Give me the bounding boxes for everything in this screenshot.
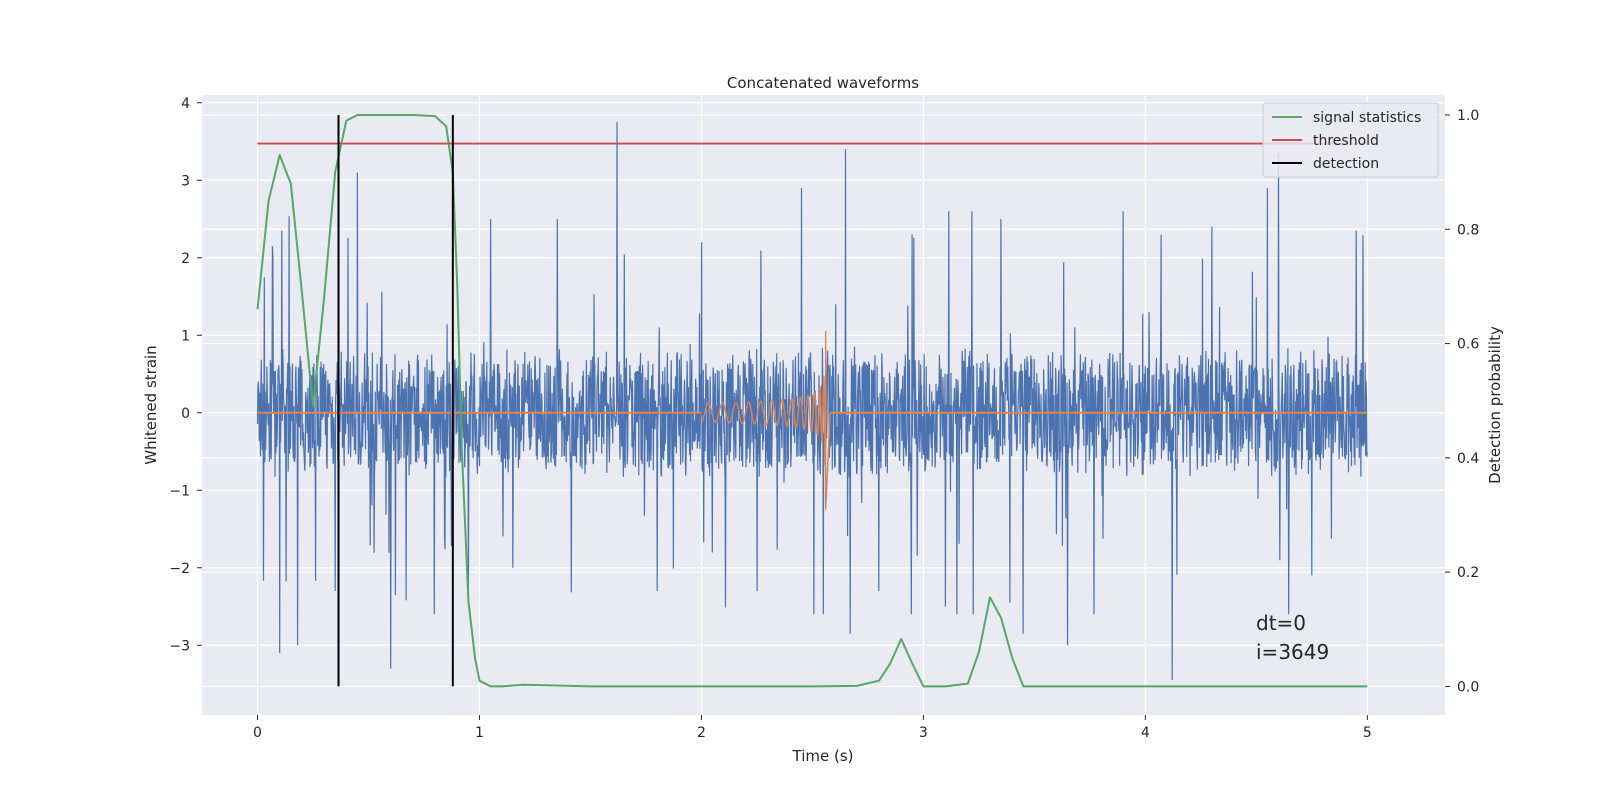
left-y-tick-label-1: −2: [169, 561, 190, 577]
signal-statistics-line: [256, 114, 1368, 688]
detection-series: [337, 115, 454, 687]
legend-detection-label: detection: [1313, 156, 1379, 172]
left-y-tick-label-3: 0: [181, 406, 190, 422]
right-y-tick-label-0: 0.0: [1457, 679, 1479, 695]
left-y-tick-label-6: 3: [181, 173, 190, 189]
signal-statistics-series: [256, 114, 1368, 688]
left-y-tick-label-7: 4: [181, 96, 190, 112]
legend-signal-statistics-label: signal statistics: [1313, 110, 1421, 126]
annotation-index: i=3649: [1256, 640, 1329, 664]
right-y-tick-label-3: 0.6: [1457, 337, 1479, 353]
strain-line: [256, 122, 1368, 681]
left-y-tick-label-2: −1: [169, 483, 190, 499]
legend-threshold-label: threshold: [1313, 133, 1379, 149]
left-y-axis-ticks: −3 −2 −1 0 1 2 3 4: [169, 96, 202, 654]
right-y-tick-label-4: 0.8: [1457, 222, 1479, 238]
right-y-axis-label: Detection probability: [1486, 326, 1504, 484]
right-y-tick-label-2: 0.4: [1457, 451, 1479, 467]
x-axis-label: Time (s): [792, 747, 854, 765]
x-tick-label-5: 5: [1363, 725, 1372, 741]
chart-title: Concatenated waveforms: [727, 74, 919, 92]
x-axis-ticks: 0 1 2 3 4 5: [253, 715, 1372, 741]
x-tick-label-2: 2: [697, 725, 706, 741]
left-y-tick-label-4: 1: [181, 328, 190, 344]
left-y-tick-label-5: 2: [181, 251, 190, 267]
whitened-strain-series: [256, 122, 1368, 681]
injection-chirp-line: [701, 331, 831, 510]
right-y-tick-label-5: 1.0: [1457, 108, 1479, 124]
legend-box: [1262, 102, 1439, 178]
annotation-dt: dt=0: [1256, 611, 1306, 635]
left-y-axis-label: Whitened strain: [142, 345, 160, 464]
right-y-axis-ticks: 0.0 0.2 0.4 0.6 0.8 1.0: [1445, 108, 1479, 695]
x-tick-label-4: 4: [1141, 725, 1150, 741]
right-y-tick-label-1: 0.2: [1457, 565, 1479, 581]
x-tick-label-1: 1: [475, 725, 484, 741]
x-tick-label-0: 0: [253, 725, 262, 741]
injected-chirp-series: [257, 331, 1368, 510]
x-tick-label-3: 3: [919, 725, 928, 741]
left-y-tick-label-0: −3: [169, 638, 190, 654]
legend: signal statistics threshold detection: [1262, 102, 1439, 178]
